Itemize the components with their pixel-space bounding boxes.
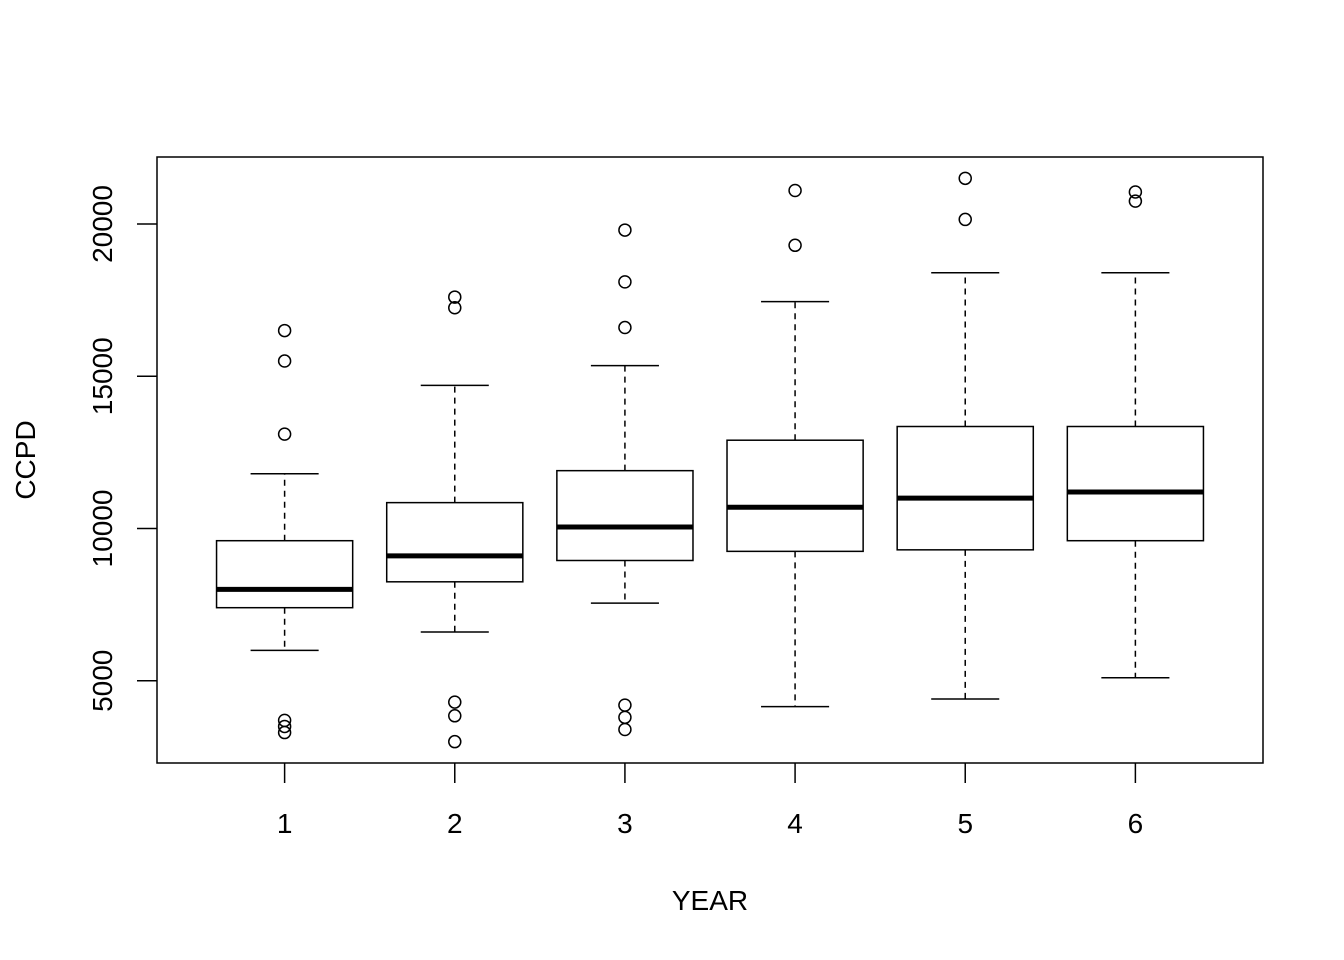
- y-tick-label: 20000: [87, 185, 118, 263]
- box-group-year-4: [726, 183, 864, 708]
- outlier-point: [448, 709, 462, 723]
- outlier-point: [277, 725, 292, 740]
- outlier-point: [277, 323, 292, 338]
- outlier-point: [618, 722, 632, 737]
- chart-marks: [215, 171, 1205, 749]
- outlier-point: [958, 212, 972, 227]
- y-tick-label: 10000: [87, 490, 118, 568]
- outlier-point: [448, 290, 462, 304]
- iqr-box: [1066, 425, 1205, 542]
- x-tick-label: 4: [787, 808, 803, 839]
- y-tick-label: 5000: [87, 650, 118, 712]
- box-group-year-5: [896, 171, 1035, 700]
- outlier-point: [618, 223, 632, 237]
- x-tick-label: 2: [447, 808, 463, 839]
- iqr-box: [215, 539, 354, 609]
- outlier-point: [448, 695, 462, 709]
- x-tick-label: 5: [957, 808, 973, 839]
- x-axis: 1 2 3 4 5 6: [277, 763, 1143, 839]
- outlier-point: [788, 238, 802, 253]
- x-tick-label: 1: [277, 808, 293, 839]
- box-group-year-3: [556, 223, 694, 737]
- y-axis-title: CCPD: [10, 420, 41, 499]
- outlier-point: [618, 698, 632, 712]
- outlier-point: [448, 300, 462, 315]
- outlier-point: [788, 183, 802, 198]
- outlier-point: [618, 320, 632, 335]
- plot-frame: [156, 156, 1264, 764]
- iqr-box: [385, 501, 524, 583]
- box-group-year-2: [385, 290, 524, 749]
- y-tick-label: 15000: [87, 337, 118, 415]
- outlier-point: [277, 427, 292, 441]
- outlier-point: [618, 710, 632, 725]
- outlier-point: [277, 354, 292, 368]
- outlier-point: [448, 734, 462, 749]
- iqr-box: [896, 425, 1035, 551]
- outlier-point: [1128, 194, 1143, 208]
- iqr-box: [556, 469, 694, 562]
- outlier-point: [618, 275, 632, 289]
- iqr-box: [726, 439, 864, 553]
- x-axis-title: YEAR: [672, 885, 748, 916]
- box-group-year-6: [1066, 185, 1205, 679]
- outlier-point: [958, 171, 972, 186]
- y-axis: 5000 10000 15000 20000: [87, 185, 157, 712]
- x-tick-label: 6: [1128, 808, 1144, 839]
- outlier-point: [1128, 185, 1143, 199]
- outlier-point: [277, 719, 292, 734]
- x-tick-label: 3: [617, 808, 633, 839]
- box-group-year-1: [215, 323, 354, 740]
